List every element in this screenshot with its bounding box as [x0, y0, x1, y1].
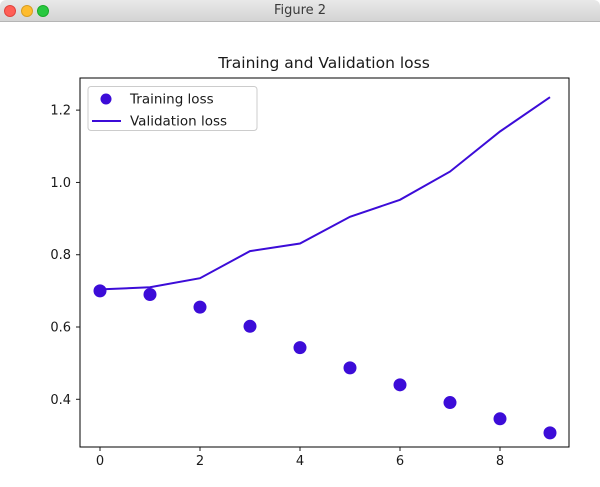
x-tick-label: 8 — [496, 454, 504, 469]
x-tick-label: 2 — [196, 454, 204, 469]
y-tick-label: 0.8 — [50, 248, 71, 263]
x-axis: 0 2 4 6 8 — [96, 447, 504, 469]
training-loss-points — [93, 284, 557, 440]
y-tick-label: 0.4 — [50, 393, 71, 408]
window-titlebar[interactable]: Figure 2 — [0, 0, 600, 22]
training-loss-point — [393, 378, 407, 392]
training-loss-point — [443, 396, 457, 410]
x-tick-label: 0 — [96, 454, 104, 469]
traffic-lights — [4, 5, 49, 17]
training-loss-point — [293, 341, 307, 355]
training-loss-point — [493, 412, 507, 426]
training-loss-point — [193, 300, 207, 314]
legend: Training loss Validation loss — [87, 86, 258, 131]
x-tick-label: 4 — [296, 454, 304, 469]
training-loss-point — [243, 319, 257, 333]
training-loss-point — [343, 361, 357, 375]
zoom-button[interactable] — [37, 5, 49, 17]
y-tick-label: 1.2 — [50, 104, 71, 119]
training-loss-point — [143, 287, 157, 301]
legend-label-validation: Validation loss — [130, 114, 227, 130]
close-button[interactable] — [4, 5, 16, 17]
training-loss-point — [543, 426, 557, 440]
y-axis: 0.4 0.6 0.8 1.0 1.2 — [50, 104, 80, 408]
y-tick-label: 0.6 — [50, 321, 71, 336]
legend-label-training: Training loss — [129, 92, 214, 108]
minimize-button[interactable] — [20, 5, 33, 17]
validation-loss-line — [99, 96, 551, 291]
chart-title: Training and Validation loss — [217, 54, 430, 72]
training-loss-point — [93, 284, 107, 298]
legend-box — [87, 86, 258, 131]
y-tick-label: 1.0 — [50, 176, 71, 191]
plot-area — [79, 77, 570, 448]
window-title: Figure 2 — [273, 3, 327, 18]
x-tick-label: 6 — [396, 454, 404, 469]
training-loss-marker-icon — [100, 93, 112, 105]
